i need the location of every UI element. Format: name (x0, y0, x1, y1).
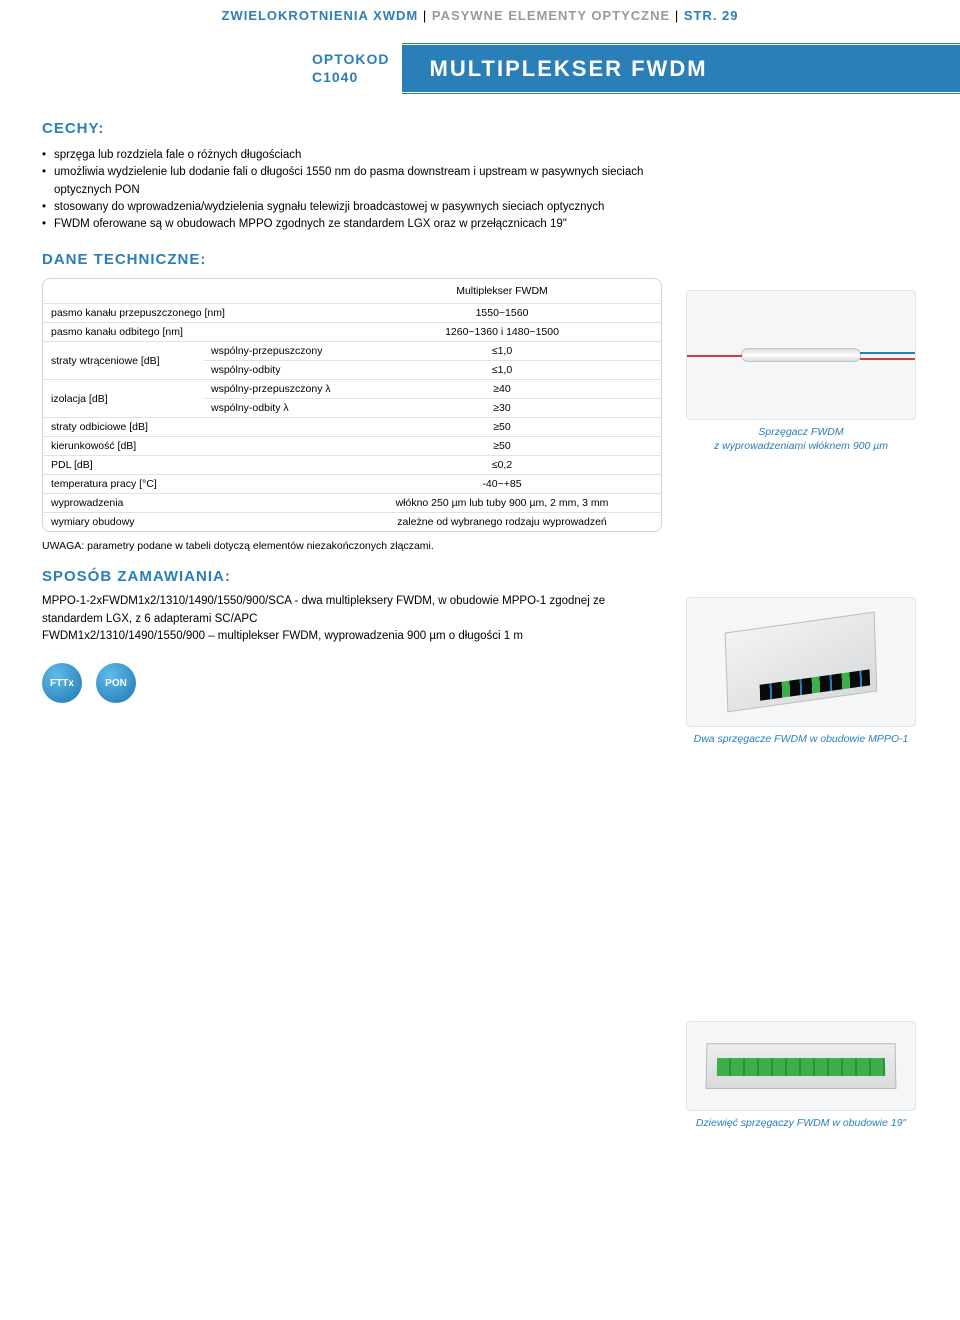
ordering-line-1: MPPO-1-2xFWDM1x2/1310/1490/1550/900/SCA … (42, 593, 662, 628)
ordering-line-2: FWDM1x2/1310/1490/1550/900 – multiplekse… (42, 628, 662, 645)
features-list: sprzęga lub rozdziela fale o różnych dłu… (42, 147, 662, 233)
table-value: -40~+85 (343, 475, 661, 494)
table-value: ≤1,0 (343, 342, 661, 361)
features-heading: CECHY: (42, 120, 662, 137)
badge-pon: PON (96, 663, 136, 703)
table-value: ≤1,0 (343, 361, 661, 380)
table-sublabel: wspólny-odbity (203, 361, 343, 380)
table-label: straty odbiciowe [dB] (43, 418, 343, 437)
title-bar: MULTIPLEKSER FWDM (402, 45, 960, 92)
feature-item: sprzęga lub rozdziela fale o różnych dłu… (42, 147, 662, 164)
table-label: wymiary obudowy (43, 513, 343, 532)
breadcrumb-part-1: ZWIELOKROTNIENIA XWDM (222, 8, 419, 23)
breadcrumb: ZWIELOKROTNIENIA XWDM | PASYWNE ELEMENTY… (0, 0, 960, 27)
figure-rack (686, 1021, 916, 1111)
breadcrumb-sep: | (675, 8, 684, 23)
table-value: ≥50 (343, 437, 661, 456)
tech-heading: DANE TECHNICZNE: (42, 251, 662, 268)
figure-module (686, 597, 916, 727)
spec-table-wrap: Multiplekser FWDM pasmo kanału przepuszc… (42, 278, 662, 532)
table-sublabel: wspólny-odbity λ (203, 399, 343, 418)
table-value: włókno 250 µm lub tuby 900 µm, 2 mm, 3 m… (343, 494, 661, 513)
table-sublabel: wspólny-przepuszczony λ (203, 380, 343, 399)
table-label: temperatura pracy [°C] (43, 475, 343, 494)
table-value: 1550~1560 (343, 304, 661, 323)
badge-fttx: FTTx (42, 663, 82, 703)
table-caption: Multiplekser FWDM (343, 279, 661, 304)
table-sublabel: wspólny-przepuszczony (203, 342, 343, 361)
code-line-2: C1040 (312, 69, 390, 87)
feature-item: umożliwia wydzielenie lub dodanie fali o… (42, 164, 662, 199)
table-value: 1260~1360 i 1480~1500 (343, 323, 661, 342)
table-label: straty wtrąceniowe [dB] (43, 342, 203, 380)
table-value: ≤0,2 (343, 456, 661, 475)
table-value: ≥50 (343, 418, 661, 437)
figure-caption-1: Sprzęgacz FWDM z wyprowadzeniami włóknem… (686, 426, 916, 453)
figure-caption-2: Dwa sprzęgacze FWDM w obudowie MPPO-1 (686, 733, 916, 747)
table-value: ≥30 (343, 399, 661, 418)
table-label: pasmo kanału przepuszczonego [nm] (43, 304, 343, 323)
page-title: MULTIPLEKSER FWDM (430, 56, 708, 82)
figure-coupler (686, 290, 916, 420)
table-label: PDL [dB] (43, 456, 343, 475)
feature-item: stosowany do wprowadzenia/wydzielenia sy… (42, 199, 662, 216)
ordering-text: MPPO-1-2xFWDM1x2/1310/1490/1550/900/SCA … (42, 593, 662, 645)
product-code-box: OPTOKOD C1040 (300, 45, 402, 92)
feature-item: FWDM oferowane są w obudowach MPPO zgodn… (42, 216, 662, 233)
table-value: zależne od wybranego rodzaju wyprowadzeń (343, 513, 661, 532)
rack-icon (706, 1043, 897, 1089)
breadcrumb-part-2: PASYWNE ELEMENTY OPTYCZNE (432, 8, 670, 23)
table-value: ≥40 (343, 380, 661, 399)
figure-caption-3: Dziewięć sprzęgaczy FWDM w obudowie 19" (686, 1117, 916, 1131)
ordering-heading: SPOSÓB ZAMAWIANIA: (42, 568, 662, 585)
spec-table: Multiplekser FWDM pasmo kanału przepuszc… (43, 279, 661, 531)
breadcrumb-part-3: STR. 29 (684, 8, 739, 23)
badges-row: FTTx PON (42, 663, 662, 703)
table-label: pasmo kanału odbitego [nm] (43, 323, 343, 342)
table-note: UWAGA: parametry podane w tabeli dotyczą… (42, 540, 662, 552)
table-label: izolacja [dB] (43, 380, 203, 418)
breadcrumb-sep: | (423, 8, 432, 23)
module-icon (725, 612, 878, 713)
table-label: kierunkowość [dB] (43, 437, 343, 456)
header-block: OPTOKOD C1040 MULTIPLEKSER FWDM (0, 45, 960, 92)
table-label: wyprowadzenia (43, 494, 343, 513)
code-line-1: OPTOKOD (312, 51, 390, 69)
coupler-icon (741, 348, 861, 362)
